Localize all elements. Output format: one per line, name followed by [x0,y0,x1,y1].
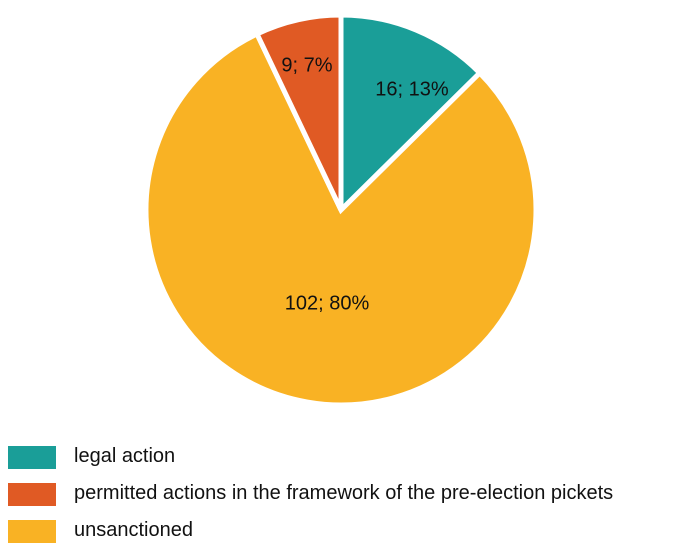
pie-chart: 16; 13% 9; 7% 102; 80% [143,12,539,408]
legend-item-unsanctioned: unsanctioned [0,514,682,546]
legend-label-legal-action: legal action [74,445,176,467]
pie-slice-unsanctioned [143,30,539,408]
legend-swatch-permitted-actions [8,483,56,506]
legend-item-legal-action: legal action [0,440,682,472]
legend-label-permitted-actions: permitted actions in the framework of th… [74,482,614,504]
legend-item-permitted-actions: permitted actions in the framework of th… [0,477,682,509]
legend-swatch-unsanctioned [8,520,56,543]
pie-slice-legal-action [338,12,484,216]
data-label-permitted-actions: 9; 7% [281,54,332,76]
data-label-unsanctioned: 102; 80% [285,292,370,314]
legend-swatch-legal-action [8,446,56,469]
pie-slice-permitted-actions [253,12,344,212]
data-label-legal-action: 16; 13% [375,78,449,100]
legend-label-unsanctioned: unsanctioned [74,519,193,541]
